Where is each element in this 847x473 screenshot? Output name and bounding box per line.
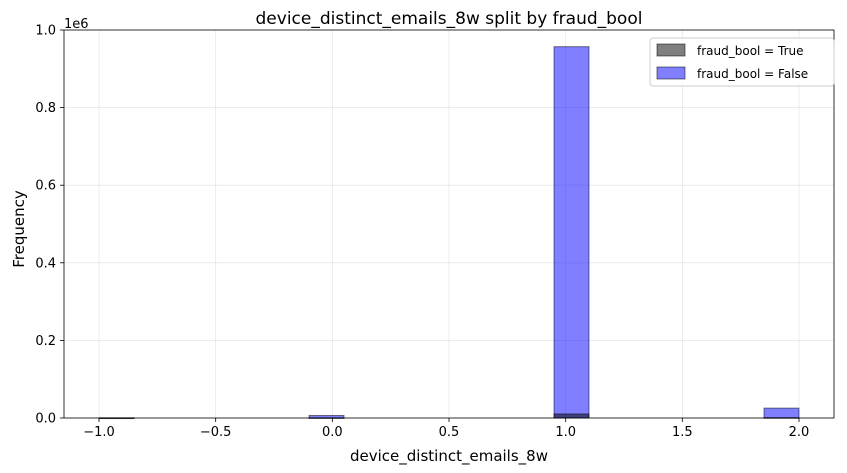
legend-label-true: fraud_bool = True — [697, 44, 804, 58]
y-axis-label: Frequency — [10, 190, 28, 268]
y-tick-label: 0.8 — [35, 101, 56, 116]
y-tick-label: 0.4 — [35, 256, 56, 271]
bar-fraud-true — [554, 414, 589, 418]
legend-label-false: fraud_bool = False — [697, 67, 808, 81]
chart-title: device_distinct_emails_8w split by fraud… — [256, 9, 643, 29]
x-tick-label: −0.5 — [200, 425, 232, 440]
grid-lines — [64, 30, 834, 418]
y-axis-offset-label: 1e6 — [64, 17, 89, 32]
legend-swatch-false — [657, 67, 685, 79]
bar-fraud-false — [764, 408, 799, 418]
legend-swatch-true — [657, 44, 685, 56]
x-tick-label: 0.0 — [322, 425, 343, 440]
x-axis-label: device_distinct_emails_8w — [350, 447, 548, 466]
y-tick-label: 0.0 — [35, 412, 56, 427]
x-tick-label: 1.0 — [555, 425, 576, 440]
x-tick-label: 2.0 — [789, 425, 810, 440]
legend: fraud_bool = True fraud_bool = False — [650, 38, 834, 86]
bar-fraud-false — [554, 47, 589, 418]
x-tick-label: 1.5 — [672, 425, 693, 440]
y-axis-ticks: 0.0 0.2 0.4 0.6 0.8 1.0 — [35, 24, 64, 427]
y-tick-label: 0.6 — [35, 179, 56, 194]
x-axis-ticks: −1.0 −0.5 0.0 0.5 1.0 1.5 2.0 — [83, 418, 809, 440]
y-tick-label: 1.0 — [35, 24, 56, 39]
x-tick-label: −1.0 — [83, 425, 115, 440]
x-tick-label: 0.5 — [439, 425, 460, 440]
y-tick-label: 0.2 — [35, 334, 56, 349]
